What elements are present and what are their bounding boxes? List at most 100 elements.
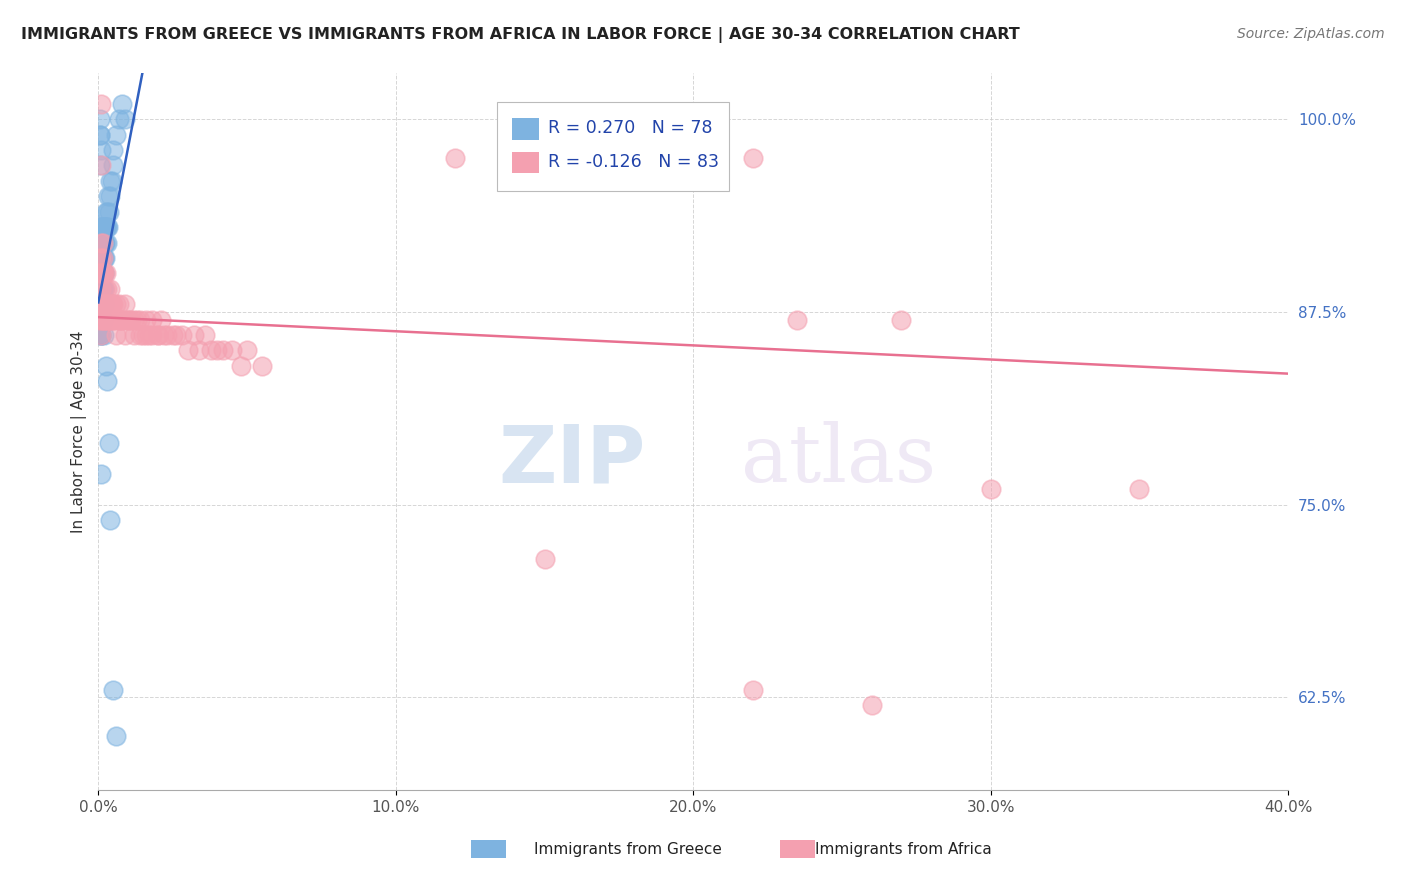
Point [89, 112, 111, 127]
Point [97, 204, 120, 219]
Point [860, 698, 883, 712]
Point [93, 251, 115, 265]
Point [165, 328, 187, 343]
Point [91, 312, 114, 326]
Point [111, 96, 134, 111]
Point [97, 220, 120, 235]
Point [89, 297, 111, 311]
Point [103, 297, 125, 311]
Point [93, 266, 115, 280]
Point [221, 343, 243, 358]
Y-axis label: In Labor Force | Age 30-34: In Labor Force | Age 30-34 [72, 330, 87, 533]
FancyBboxPatch shape [512, 118, 538, 140]
Point [89, 128, 111, 142]
Point [105, 729, 128, 743]
Point [89, 220, 111, 235]
Point [156, 328, 179, 343]
Point [132, 328, 155, 343]
Point [89, 266, 111, 280]
Point [89, 235, 111, 250]
Point [89, 159, 111, 173]
Point [176, 343, 198, 358]
Point [89, 297, 111, 311]
Point [162, 328, 184, 343]
Point [152, 328, 174, 343]
Point [129, 328, 152, 343]
Point [90, 235, 112, 250]
Point [89, 251, 111, 265]
Point [89, 282, 111, 296]
Point [89, 312, 111, 326]
Point [108, 312, 131, 326]
Point [89, 235, 111, 250]
Point [93, 235, 115, 250]
Point [90, 312, 112, 326]
Point [135, 328, 157, 343]
Point [90, 328, 112, 343]
Point [93, 266, 115, 280]
Point [91, 297, 114, 311]
Point [138, 328, 160, 343]
Point [103, 312, 125, 326]
FancyBboxPatch shape [512, 152, 538, 173]
Point [98, 297, 121, 311]
Point [94, 220, 117, 235]
Point [97, 436, 120, 450]
Text: IMMIGRANTS FROM GREECE VS IMMIGRANTS FROM AFRICA IN LABOR FORCE | AGE 30-34 CORR: IMMIGRANTS FROM GREECE VS IMMIGRANTS FRO… [21, 27, 1019, 43]
Point [93, 312, 115, 326]
Point [103, 159, 125, 173]
Point [212, 343, 235, 358]
Point [93, 266, 115, 280]
Point [149, 312, 172, 326]
Point [90, 266, 112, 280]
Point [141, 328, 163, 343]
Point [91, 235, 114, 250]
Point [103, 682, 125, 697]
Point [94, 297, 117, 311]
Point [90, 297, 112, 311]
Point [96, 266, 118, 280]
Point [108, 112, 131, 127]
Point [141, 312, 163, 326]
Point [125, 312, 148, 326]
Text: Source: ZipAtlas.com: Source: ZipAtlas.com [1237, 27, 1385, 41]
Point [236, 343, 259, 358]
Point [94, 312, 117, 326]
Point [98, 282, 121, 296]
Point [1128, 482, 1150, 496]
Point [90, 297, 112, 311]
Point [129, 312, 152, 326]
Point [94, 204, 117, 219]
Point [93, 266, 115, 280]
Point [96, 235, 118, 250]
Point [94, 235, 117, 250]
Point [94, 282, 117, 296]
Point [170, 328, 193, 343]
Point [96, 220, 118, 235]
Point [96, 312, 118, 326]
Point [93, 297, 115, 311]
Point [100, 174, 122, 188]
Point [93, 312, 115, 326]
Point [90, 467, 112, 481]
Point [741, 151, 763, 165]
Point [96, 297, 118, 311]
Point [741, 682, 763, 697]
Point [200, 343, 222, 358]
Point [89, 251, 111, 265]
Point [89, 128, 111, 142]
FancyBboxPatch shape [496, 102, 728, 191]
Point [91, 266, 114, 280]
Point [108, 312, 131, 326]
Point [105, 128, 128, 142]
Point [90, 297, 112, 311]
Point [89, 312, 111, 326]
Point [91, 282, 114, 296]
Point [96, 374, 118, 388]
Point [90, 282, 112, 296]
Point [90, 312, 112, 326]
Text: atlas: atlas [741, 421, 936, 500]
Point [93, 266, 115, 280]
Point [91, 251, 114, 265]
Point [89, 266, 111, 280]
